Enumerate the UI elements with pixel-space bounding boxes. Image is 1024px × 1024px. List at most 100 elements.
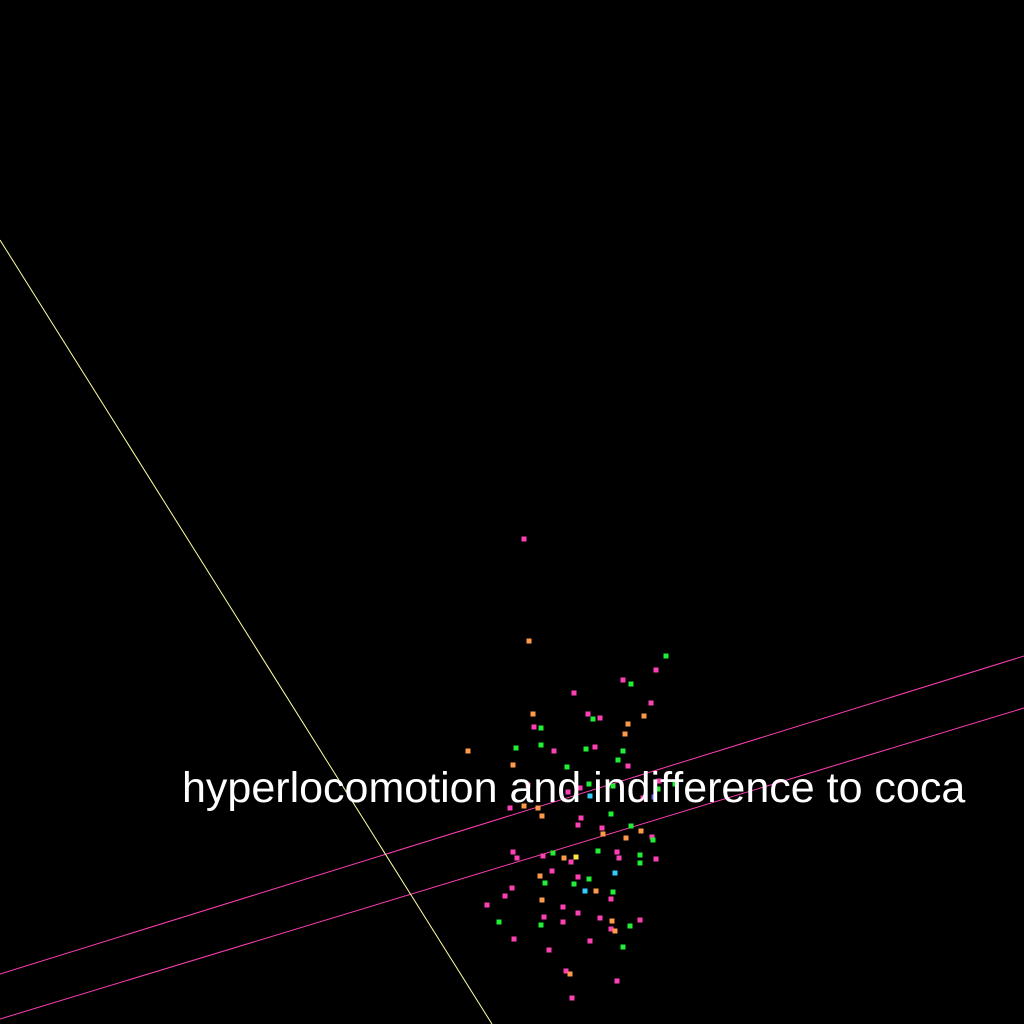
data-point [521,536,527,542]
data-point [620,944,626,950]
data-point [610,783,616,789]
data-point [565,789,571,795]
data-point [514,855,520,861]
data-point [585,711,591,717]
data-point [567,971,573,977]
data-point [550,850,556,856]
trend-line [0,707,1024,1020]
data-point [569,995,575,1001]
data-point [672,781,678,787]
data-point [577,785,583,791]
data-point [608,896,614,902]
data-point [656,778,662,784]
data-point [600,831,606,837]
data-point [593,888,599,894]
data-point [537,873,543,879]
data-point [640,795,646,801]
data-point [526,638,532,644]
data-point [595,848,601,854]
data-point [502,893,508,899]
data-point [587,938,593,944]
data-point [625,763,631,769]
data-point [530,711,536,717]
data-point [510,849,516,855]
data-point [535,805,541,811]
data-point [663,653,669,659]
data-point [496,919,502,925]
data-point [623,835,629,841]
data-point [608,926,614,932]
data-point [507,805,513,811]
data-point [620,677,626,683]
data-point [575,910,581,916]
data-point [625,721,631,727]
data-point [546,947,552,953]
data-point [587,793,593,799]
data-point [560,904,566,910]
data-point [616,855,622,861]
data-point [563,968,569,974]
data-point [637,852,643,858]
data-point [628,681,634,687]
data-point [609,918,615,924]
data-point [538,922,544,928]
data-point [638,828,644,834]
data-point [571,881,577,887]
data-point [549,868,555,874]
data-point [608,811,614,817]
data-point [627,923,633,929]
point-layer [465,536,678,1001]
data-point [573,854,579,860]
line-layer [0,239,1024,1024]
data-point [612,928,618,934]
data-point [511,936,517,942]
data-point [653,667,659,673]
data-point [650,837,656,843]
trend-line [0,655,1024,975]
data-point [653,856,659,862]
data-point [510,762,516,768]
data-point [612,870,618,876]
data-point [561,855,567,861]
data-point [571,690,577,696]
data-point [614,849,620,855]
data-point [628,823,634,829]
data-point [597,915,603,921]
data-point [622,731,628,737]
data-point [614,978,620,984]
data-point [541,914,547,920]
data-point [655,786,661,792]
data-point [586,876,592,882]
data-point [540,853,546,859]
data-point [513,745,519,751]
data-point [649,834,655,840]
data-point [538,742,544,748]
data-point [620,748,626,754]
data-point [521,803,527,809]
data-point [560,919,566,925]
data-point [590,716,596,722]
trend-line [0,239,493,1024]
data-point [531,724,537,730]
data-point [637,860,643,866]
data-point [465,748,471,754]
data-point [538,725,544,731]
data-point [592,744,598,750]
data-point [586,781,592,787]
data-point [551,748,557,754]
data-point [539,813,545,819]
data-point [582,888,588,894]
data-point [578,815,584,821]
data-point [509,885,515,891]
data-point [542,880,548,886]
data-point [597,715,603,721]
data-point [648,700,654,706]
data-point [575,822,581,828]
data-point [525,782,531,788]
data-point [575,874,581,880]
data-point [564,764,570,770]
data-point [641,713,647,719]
data-point [539,897,545,903]
